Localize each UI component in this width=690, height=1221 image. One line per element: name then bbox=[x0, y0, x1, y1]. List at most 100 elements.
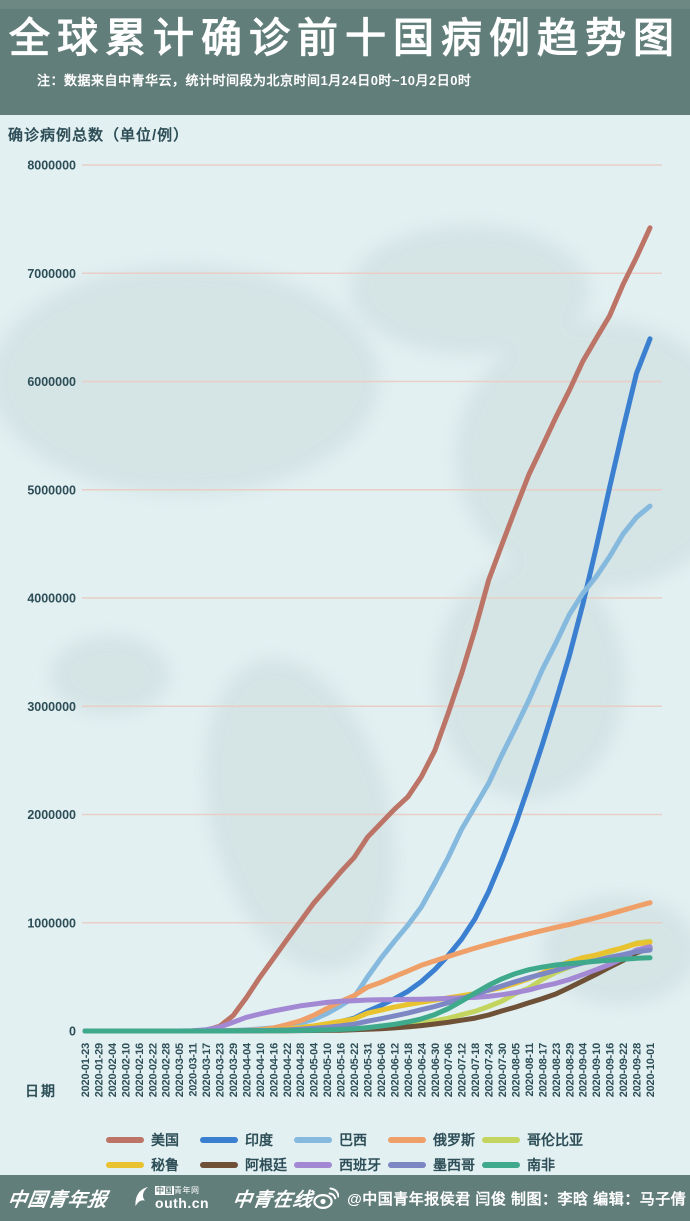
y-tick-label: 5000000 bbox=[27, 483, 76, 497]
x-tick-label: 2020-01-23 bbox=[80, 1043, 92, 1097]
legend-swatch bbox=[106, 1161, 144, 1168]
footer-logos: 中国青年报 中国青年网 outh.cn 中青在线 bbox=[6, 1185, 315, 1212]
x-tick-label: 2020-08-29 bbox=[564, 1043, 576, 1097]
x-tick-label: 2020-03-23 bbox=[215, 1043, 227, 1097]
legend-item-argentina: 阿根廷 bbox=[200, 1152, 294, 1177]
x-tick-label: 2020-03-17 bbox=[201, 1043, 213, 1097]
logo-youth-cn-url: outh.cn bbox=[155, 1194, 210, 1211]
legend-item-colombia: 哥伦比亚 bbox=[482, 1127, 583, 1152]
x-tick-label: 2020-08-17 bbox=[537, 1043, 549, 1097]
legend-swatch bbox=[388, 1136, 426, 1143]
legend-item-mexico: 墨西哥 bbox=[388, 1152, 482, 1177]
x-tick-label: 2020-09-10 bbox=[591, 1043, 603, 1097]
logo-youth-cn-badge: 中国青年网 bbox=[155, 1185, 200, 1195]
x-tick-label: 2020-05-10 bbox=[322, 1043, 334, 1097]
x-tick-label: 2020-09-16 bbox=[605, 1043, 617, 1097]
legend-item-india: 印度 bbox=[200, 1127, 294, 1152]
chart-section: 确诊病例总数（单位/例） 0 1000000 2000000 3000000 40000… bbox=[0, 115, 690, 1175]
legend-item-south-africa: 南非 bbox=[482, 1152, 576, 1177]
x-tick-label: 2020-03-05 bbox=[174, 1043, 186, 1097]
y-tick-label: 7000000 bbox=[27, 267, 76, 281]
x-tick-label: 2020-08-05 bbox=[510, 1043, 522, 1097]
y-tick-label: 6000000 bbox=[27, 375, 76, 389]
series-line-us bbox=[82, 225, 653, 1034]
series-line-brazil bbox=[82, 503, 653, 1034]
x-tick-label: 2020-09-22 bbox=[618, 1043, 630, 1097]
x-tick-label: 2020-04-22 bbox=[282, 1043, 294, 1097]
x-tick-label: 2020-02-04 bbox=[107, 1042, 119, 1097]
x-tick-label: 2020-05-04 bbox=[309, 1042, 321, 1097]
x-tick-label: 2020-07-12 bbox=[457, 1043, 469, 1097]
legend-swatch bbox=[482, 1161, 520, 1168]
x-tick-label: 2020-02-28 bbox=[161, 1043, 173, 1097]
legend-label: 哥伦比亚 bbox=[527, 1131, 583, 1148]
legend-swatch bbox=[106, 1136, 144, 1143]
logo-youth-cn: 中国青年网 outh.cn bbox=[132, 1185, 210, 1211]
legend-item-russia: 俄罗斯 bbox=[388, 1127, 482, 1152]
x-tick-label: 2020-07-24 bbox=[484, 1042, 496, 1097]
x-tick-label: 2020-02-16 bbox=[134, 1043, 146, 1097]
x-tick-label: 2020-04-28 bbox=[295, 1043, 307, 1097]
legend-swatch bbox=[200, 1136, 238, 1143]
legend-label: 印度 bbox=[245, 1131, 273, 1148]
legend-swatch bbox=[200, 1161, 238, 1168]
header: 全球累计确诊前十国病例趋势图 注：数据来自中青华云，统计时间段为北京时间1月24… bbox=[0, 0, 690, 115]
legend-item-spain: 西班牙 bbox=[294, 1152, 388, 1177]
x-tick-label: 2020-07-06 bbox=[443, 1043, 455, 1097]
series-line-south-africa bbox=[82, 955, 653, 1034]
legend-label: 美国 bbox=[151, 1131, 179, 1148]
x-tick-label: 2020-02-22 bbox=[147, 1043, 159, 1097]
x-tick-label: 2020-06-30 bbox=[430, 1043, 442, 1097]
x-tick-label: 2020-03-11 bbox=[188, 1043, 200, 1097]
footer-credit-group: @中国青年报侯君 闫俊 制图：李晗 编辑：马子倩 bbox=[313, 1187, 686, 1209]
x-tick-label: 2020-05-22 bbox=[349, 1043, 361, 1097]
logo-zhongqing-online: 中青在线 bbox=[231, 1189, 315, 1211]
x-tick-label: 2020-09-04 bbox=[578, 1042, 590, 1097]
x-tick-label: 2020-06-24 bbox=[416, 1042, 428, 1097]
x-tick-label: 2020-03-29 bbox=[228, 1043, 240, 1097]
legend-label: 巴西 bbox=[339, 1131, 367, 1148]
legend-label: 阿根廷 bbox=[245, 1156, 287, 1173]
header-note: 注：数据来自中青华云，统计时间段为北京时间1月24日0时~10月2日0时 bbox=[37, 73, 472, 89]
y-tick-label: 2000000 bbox=[27, 808, 76, 822]
legend-label: 俄罗斯 bbox=[433, 1131, 475, 1148]
x-axis-title: 日期 bbox=[25, 1083, 57, 1099]
line-chart: 0 1000000 2000000 3000000 4000000 5000000 6000… bbox=[27, 159, 662, 1097]
legend-label: 南非 bbox=[527, 1156, 555, 1173]
legend-item-brazil: 巴西 bbox=[294, 1127, 388, 1152]
page-title: 全球累计确诊前十国病例趋势图 bbox=[9, 15, 681, 61]
legend-swatch bbox=[388, 1161, 426, 1168]
x-tick-label: 2020-05-31 bbox=[363, 1043, 375, 1097]
x-tick-label: 2020-07-18 bbox=[470, 1043, 482, 1097]
y-axis-title: 确诊病例总数（单位/例） bbox=[8, 127, 190, 144]
x-tick-label: 2020-06-12 bbox=[389, 1043, 401, 1097]
y-tick-label: 8000000 bbox=[27, 159, 76, 173]
legend-label: 西班牙 bbox=[339, 1156, 381, 1173]
legend-label: 秘鲁 bbox=[151, 1156, 179, 1173]
x-tick-label: 2020-05-16 bbox=[336, 1043, 348, 1097]
y-tick-label: 4000000 bbox=[27, 592, 76, 606]
weibo-icon bbox=[313, 1187, 340, 1209]
x-tick-label: 2020-10-01 bbox=[645, 1043, 657, 1097]
x-tick-label: 2020-07-30 bbox=[497, 1043, 509, 1097]
x-tick-label: 2020-06-06 bbox=[376, 1043, 388, 1097]
y-tick-label: 0 bbox=[69, 1025, 76, 1039]
x-tick-label: 2020-04-10 bbox=[255, 1043, 267, 1097]
chart-legend: 美国 印度 巴西 俄罗斯 哥伦比亚秘鲁 阿根廷 西班牙 墨西哥 南非 bbox=[106, 1127, 583, 1177]
legend-item-us: 美国 bbox=[106, 1127, 200, 1152]
x-tick-label: 2020-04-16 bbox=[268, 1043, 280, 1097]
legend-swatch bbox=[482, 1136, 520, 1143]
x-tick-label: 2020-04-04 bbox=[241, 1042, 253, 1097]
legend-label: 墨西哥 bbox=[433, 1156, 475, 1173]
footer: 中国青年报 中国青年网 outh.cn 中青在线 @中国青年报侯君 闫俊 制图：… bbox=[0, 1175, 690, 1221]
x-tick-label: 2020-06-18 bbox=[403, 1043, 415, 1097]
x-tick-label: 2020-02-10 bbox=[120, 1043, 132, 1097]
x-tick-label: 2020-08-23 bbox=[551, 1043, 563, 1097]
dove-icon bbox=[135, 1187, 149, 1206]
y-tick-label: 1000000 bbox=[27, 916, 76, 930]
legend-swatch bbox=[294, 1136, 332, 1143]
legend-swatch bbox=[294, 1161, 332, 1168]
logo-china-youth-daily: 中国青年报 bbox=[6, 1189, 110, 1211]
x-tick-label: 2020-01-29 bbox=[93, 1043, 105, 1097]
